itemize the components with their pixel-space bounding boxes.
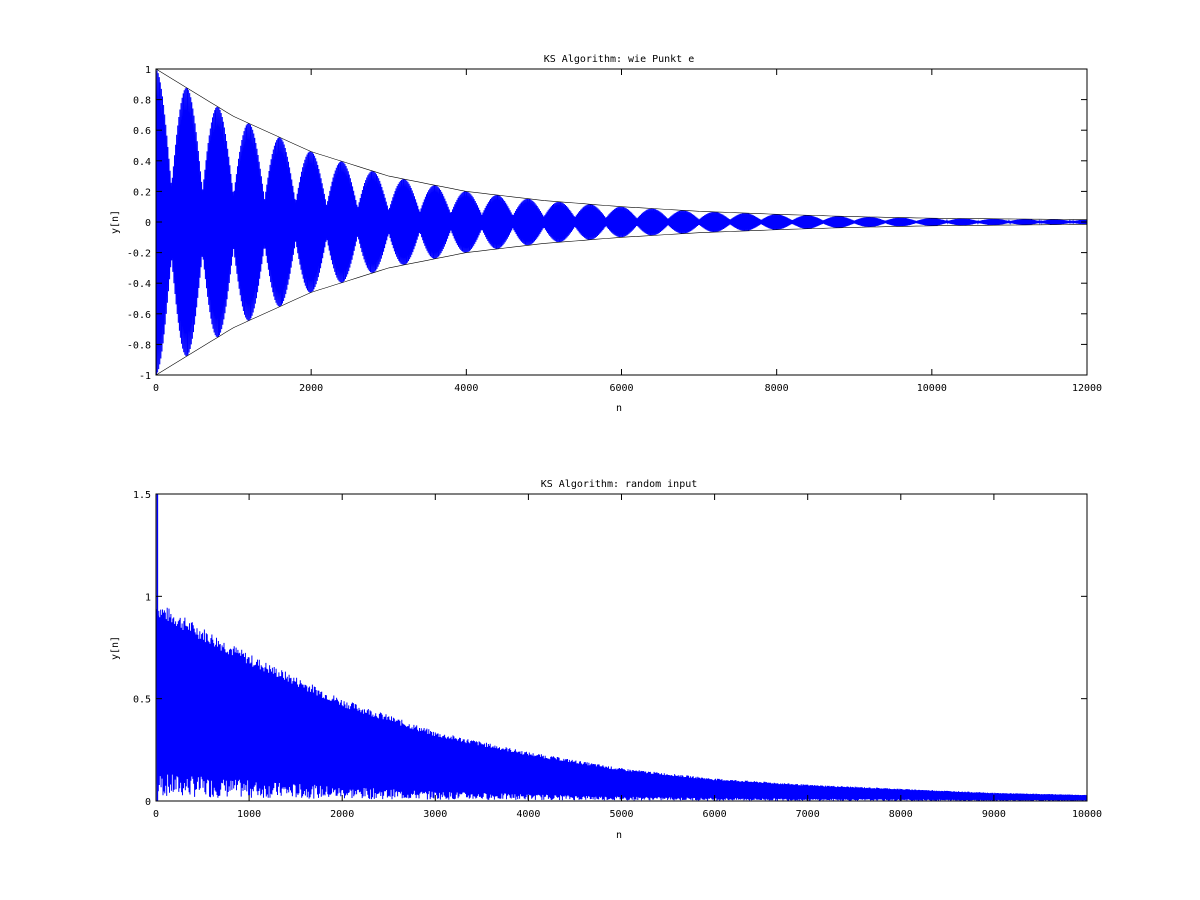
chart-top-series (155, 68, 1088, 376)
y-tick-label: 0 (145, 218, 151, 229)
x-tick-label: 0 (153, 809, 159, 820)
chart-top-ylabel: y[n] (110, 210, 121, 234)
chart-top-y-ticks: -1 -0.8 -0.6 -0.4 -0.2 0 0.2 0.4 0.6 0.8 1 (127, 65, 1087, 382)
x-tick-label: 6000 (703, 809, 727, 820)
y-tick-label: 1 (145, 592, 151, 603)
y-tick-label: -0.8 (127, 340, 151, 351)
series-line (156, 607, 1088, 801)
x-tick-label: 6000 (609, 383, 633, 394)
x-tick-label: 9000 (982, 809, 1006, 820)
x-tick-label: 4000 (516, 809, 540, 820)
y-tick-label: 0.8 (133, 96, 151, 107)
x-tick-label: 4000 (454, 383, 478, 394)
y-tick-label: -1 (139, 371, 151, 382)
chart-bottom-y-ticks: 0 0.5 1 1.5 (133, 490, 1087, 808)
y-tick-label: 1.5 (133, 490, 151, 501)
chart-top-xlabel: n (616, 403, 622, 414)
y-tick-label: 1 (145, 65, 151, 76)
x-tick-label: 5000 (609, 809, 633, 820)
x-tick-label: 2000 (299, 383, 323, 394)
chart-bottom-xlabel: n (616, 830, 622, 841)
x-tick-label: 3000 (423, 809, 447, 820)
y-tick-label: 0.4 (133, 157, 151, 168)
chart-top-x-ticks: 0 2000 4000 6000 8000 10000 12000 (153, 69, 1102, 394)
chart-top-title: KS Algorithm: wie Punkt e (544, 54, 695, 65)
y-tick-label: -0.4 (127, 279, 151, 290)
y-tick-label: -0.2 (127, 249, 151, 260)
chart-bottom-title: KS Algorithm: random input (541, 479, 698, 490)
x-tick-label: 10000 (917, 383, 947, 394)
chart-top: KS Algorithm: wie Punkt e 0 2000 4000 6000 8… (110, 54, 1102, 414)
y-tick-label: 0.5 (133, 695, 151, 706)
y-tick-label: 0.6 (133, 126, 151, 137)
chart-bottom-ylabel: y[n] (110, 636, 121, 660)
y-tick-label: 0 (145, 797, 151, 808)
x-tick-label: 10000 (1072, 809, 1102, 820)
x-tick-label: 12000 (1072, 383, 1102, 394)
chart-bottom-series (156, 494, 1088, 801)
x-tick-label: 1000 (237, 809, 261, 820)
y-tick-label: 0.2 (133, 187, 151, 198)
x-tick-label: 8000 (765, 383, 789, 394)
x-tick-label: 0 (153, 383, 159, 394)
lower-envelope (155, 224, 1088, 376)
upper-envelope (155, 68, 1088, 220)
chart-bottom: KS Algorithm: random input 0 1000 2000 3000… (110, 479, 1102, 841)
x-tick-label: 8000 (889, 809, 913, 820)
series-line (155, 68, 1088, 375)
chart-bottom-x-ticks: 0 1000 2000 3000 4000 5000 6000 7000 8000 9000 100… (153, 494, 1102, 820)
y-tick-label: -0.6 (127, 310, 151, 321)
x-tick-label: 2000 (330, 809, 354, 820)
x-tick-label: 7000 (796, 809, 820, 820)
